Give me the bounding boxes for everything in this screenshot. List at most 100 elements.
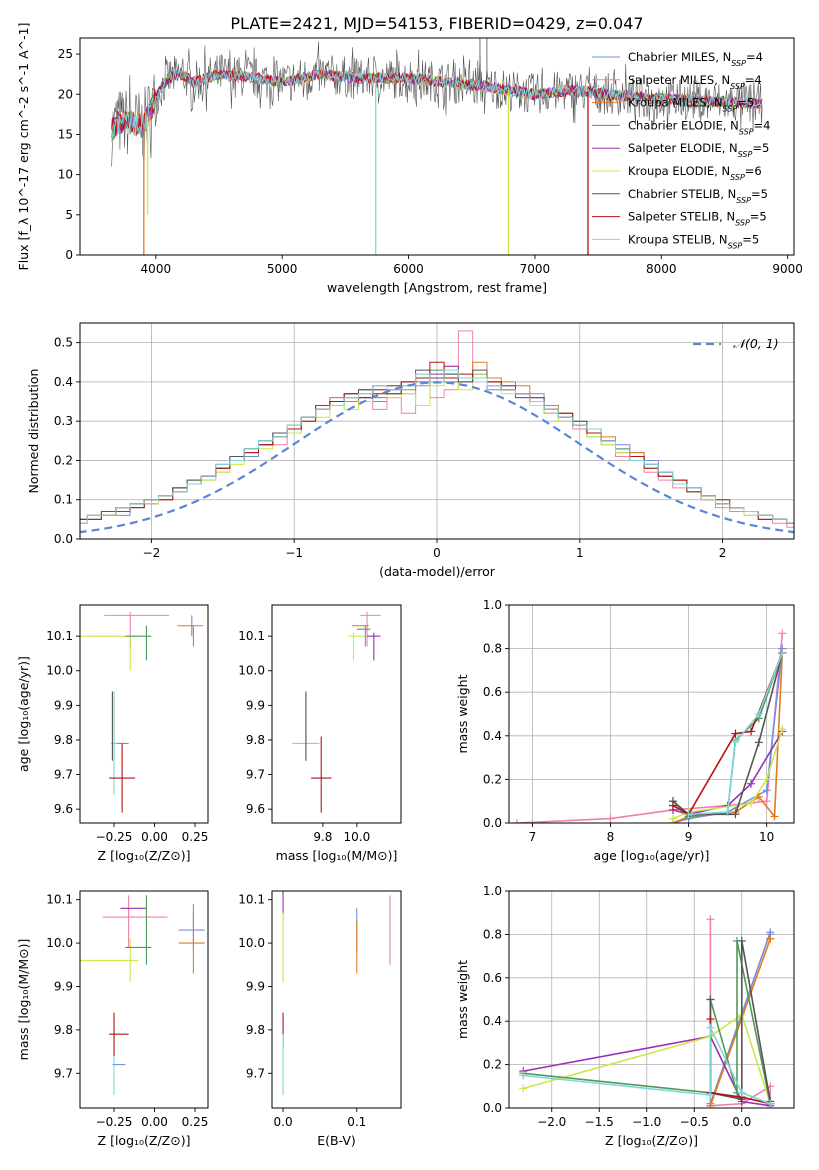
weight-vs-Z-ytick-label: 0.4 xyxy=(483,1014,502,1028)
mass-vs-EBV-plot-area xyxy=(282,891,391,1095)
histogram-series xyxy=(80,369,794,524)
spectrum-xtick-label: 5000 xyxy=(267,262,298,276)
weight-series-line xyxy=(709,938,772,1107)
legend-entry: Chabrier ELODIE, NSSP=4 xyxy=(628,118,770,136)
histogram-series xyxy=(80,369,794,524)
residuals-ytick-label: 0.1 xyxy=(54,493,73,507)
weight-vs-Z-xtick-label: 0.0 xyxy=(732,1115,751,1129)
age-vs-Z-ylabel: age [log₁₀(age/yr)] xyxy=(16,656,31,772)
data-spectrum-line xyxy=(111,41,763,167)
histogram-series xyxy=(80,369,794,524)
weight-vs-Z-frame xyxy=(508,890,795,1109)
residuals-xtick-label: −1 xyxy=(285,546,303,560)
legend-entry: Salpeter ELODIE, NSSP=5 xyxy=(628,141,769,159)
mass-vs-EBV-ytick-label: 9.7 xyxy=(246,1066,265,1080)
mass-vs-EBV-frame xyxy=(271,890,402,1109)
age-vs-Z-ytick-label: 9.6 xyxy=(54,802,73,816)
weight-series-line xyxy=(523,1035,771,1107)
age-vs-Z-ytick-label: 9.8 xyxy=(54,733,73,747)
model-spectrum-line xyxy=(111,68,763,139)
mass-vs-Z-ylabel: mass [log₁₀(M/M⊙)] xyxy=(16,939,31,1061)
weight-vs-Z-xtick-label: −2.0 xyxy=(537,1115,566,1129)
age-vs-mass-xtick-label: 9.8 xyxy=(313,830,332,844)
residuals-ytick-label: 0.4 xyxy=(54,375,73,389)
residuals-xtick-label: 1 xyxy=(576,546,584,560)
legend-entry: Kroupa STELIB, NSSP=5 xyxy=(628,232,759,250)
weight-vs-age-plot-area xyxy=(512,629,787,823)
spectrum-ytick-label: 15 xyxy=(58,127,73,141)
residuals-panel: −2 −1 0 1 2 0.0 0.1 0.2 0.3 0.4 0.5 (data-model)/er… xyxy=(26,322,795,579)
legend-entry: Kroupa ELODIE, NSSP=6 xyxy=(628,164,762,182)
weight-series-line xyxy=(523,1013,772,1104)
mass-vs-Z-plot-area xyxy=(80,895,205,1095)
mass-vs-EBV-xtick-label: 0.0 xyxy=(274,1115,293,1129)
mass-vs-Z-xlabel: Z [log₁₀(Z/Z⊙)] xyxy=(98,1133,191,1148)
legend-entry: Chabrier MILES, NSSP=4 xyxy=(628,50,763,68)
legend-entry: Salpeter MILES, NSSP=4 xyxy=(628,73,762,91)
residuals-frame xyxy=(79,322,795,540)
weight-vs-age-ylabel: mass weight xyxy=(455,674,470,753)
weight-vs-age-xlabel: age [log₁₀(age/yr)] xyxy=(594,848,710,863)
histogram-series xyxy=(80,373,794,524)
spectrum-plot-area xyxy=(111,38,763,255)
age-vs-mass-xtick-label: 10.0 xyxy=(344,830,371,844)
weight-vs-age-panel: 7 8 9 10 0.0 0.2 0.4 0.6 0.8 1.0 age [log₁₀(age/yr… xyxy=(455,598,795,863)
weight-vs-Z-ytick-label: 0.0 xyxy=(483,1101,502,1115)
figure-title: PLATE=2421, MJD=54153, FIBERID=0429, z=0… xyxy=(230,14,643,33)
age-vs-mass-ytick-label: 9.9 xyxy=(246,698,265,712)
weight-vs-age-ytick-label: 0.2 xyxy=(483,772,502,786)
weight-series-line xyxy=(672,652,784,818)
weight-vs-age-xtick-label: 9 xyxy=(685,830,693,844)
age-vs-Z-ytick-label: 10.1 xyxy=(46,629,73,643)
age-vs-Z-panel: −0.25 0.00 0.25 9.6 9.7 9.8 9.9 10.0 10.1 Z [log₁… xyxy=(16,604,209,863)
weight-vs-Z-xtick-label: −1.0 xyxy=(632,1115,661,1129)
weight-vs-age-ytick-label: 1.0 xyxy=(483,598,502,612)
spectrum-xtick-label: 7000 xyxy=(520,262,551,276)
age-vs-mass-ytick-label: 9.6 xyxy=(246,802,265,816)
residuals-xtick-label: 0 xyxy=(433,546,441,560)
age-vs-mass-plot-area xyxy=(292,611,381,813)
weight-vs-Z-ytick-label: 1.0 xyxy=(483,884,502,898)
age-vs-mass-ytick-label: 9.7 xyxy=(246,768,265,782)
weight-vs-age-ytick-label: 0.8 xyxy=(483,642,502,656)
mass-vs-EBV-panel: 0.0 0.1 9.7 9.8 9.9 10.0 10.1 E(B-V) xyxy=(238,890,402,1148)
mass-vs-EBV-ytick-label: 10.1 xyxy=(238,893,265,907)
age-vs-Z-xlabel: Z [log₁₀(Z/Z⊙)] xyxy=(98,848,191,863)
spectrum-legend: Chabrier MILES, NSSP=4 Salpeter MILES, NS… xyxy=(592,50,770,250)
mass-vs-EBV-xtick-label: 0.1 xyxy=(347,1115,366,1129)
weight-vs-Z-ytick-label: 0.6 xyxy=(483,971,502,985)
spectrum-xlabel: wavelength [Angstrom, rest frame] xyxy=(327,280,547,295)
residuals-xlabel: (data-model)/error xyxy=(379,564,496,579)
residuals-plot-area xyxy=(80,330,794,534)
spectrum-ytick-label: 20 xyxy=(58,87,73,101)
spectrum-ytick-label: 25 xyxy=(58,47,73,61)
spectrum-ylabel: Flux [f_λ 10^-17 erg cm^-2 s^-1 A^-1] xyxy=(16,23,31,271)
weight-vs-age-xtick-label: 7 xyxy=(529,830,537,844)
age-vs-Z-plot-area xyxy=(80,611,204,813)
residuals-xtick-label: −2 xyxy=(143,546,161,560)
mass-vs-Z-ytick-label: 9.8 xyxy=(54,1023,73,1037)
residuals-ytick-label: 0.3 xyxy=(54,414,73,428)
age-vs-mass-xlabel: mass [log₁₀(M/M⊙)] xyxy=(276,848,398,863)
weight-vs-Z-xlabel: Z [log₁₀(Z/Z⊙)] xyxy=(605,1133,698,1148)
age-vs-Z-xtick-label: −0.25 xyxy=(96,830,133,844)
histogram-series xyxy=(80,373,794,524)
age-vs-Z-xtick-label: 0.00 xyxy=(141,830,168,844)
mass-vs-Z-ytick-label: 10.0 xyxy=(46,936,73,950)
age-vs-Z-frame xyxy=(79,604,209,824)
age-vs-Z-ytick-label: 9.7 xyxy=(54,768,73,782)
histogram-series xyxy=(80,361,794,524)
normal-curve xyxy=(80,381,794,534)
weight-vs-age-ytick-label: 0.6 xyxy=(483,685,502,699)
residuals-ylabel: Normed distribution xyxy=(26,369,41,494)
weight-vs-age-xtick-label: 10 xyxy=(759,830,774,844)
mass-vs-EBV-xlabel: E(B-V) xyxy=(317,1133,356,1148)
age-vs-Z-ytick-label: 10.0 xyxy=(46,664,73,678)
spectrum-ytick-label: 10 xyxy=(58,168,73,182)
spectrum-xtick-label: 9000 xyxy=(772,262,803,276)
legend-entry: Chabrier STELIB, NSSP=5 xyxy=(628,187,768,205)
mass-vs-Z-frame xyxy=(79,890,209,1109)
mass-vs-Z-xtick-label: 0.25 xyxy=(182,1115,209,1129)
spectrum-ytick-label: 0 xyxy=(65,248,73,262)
